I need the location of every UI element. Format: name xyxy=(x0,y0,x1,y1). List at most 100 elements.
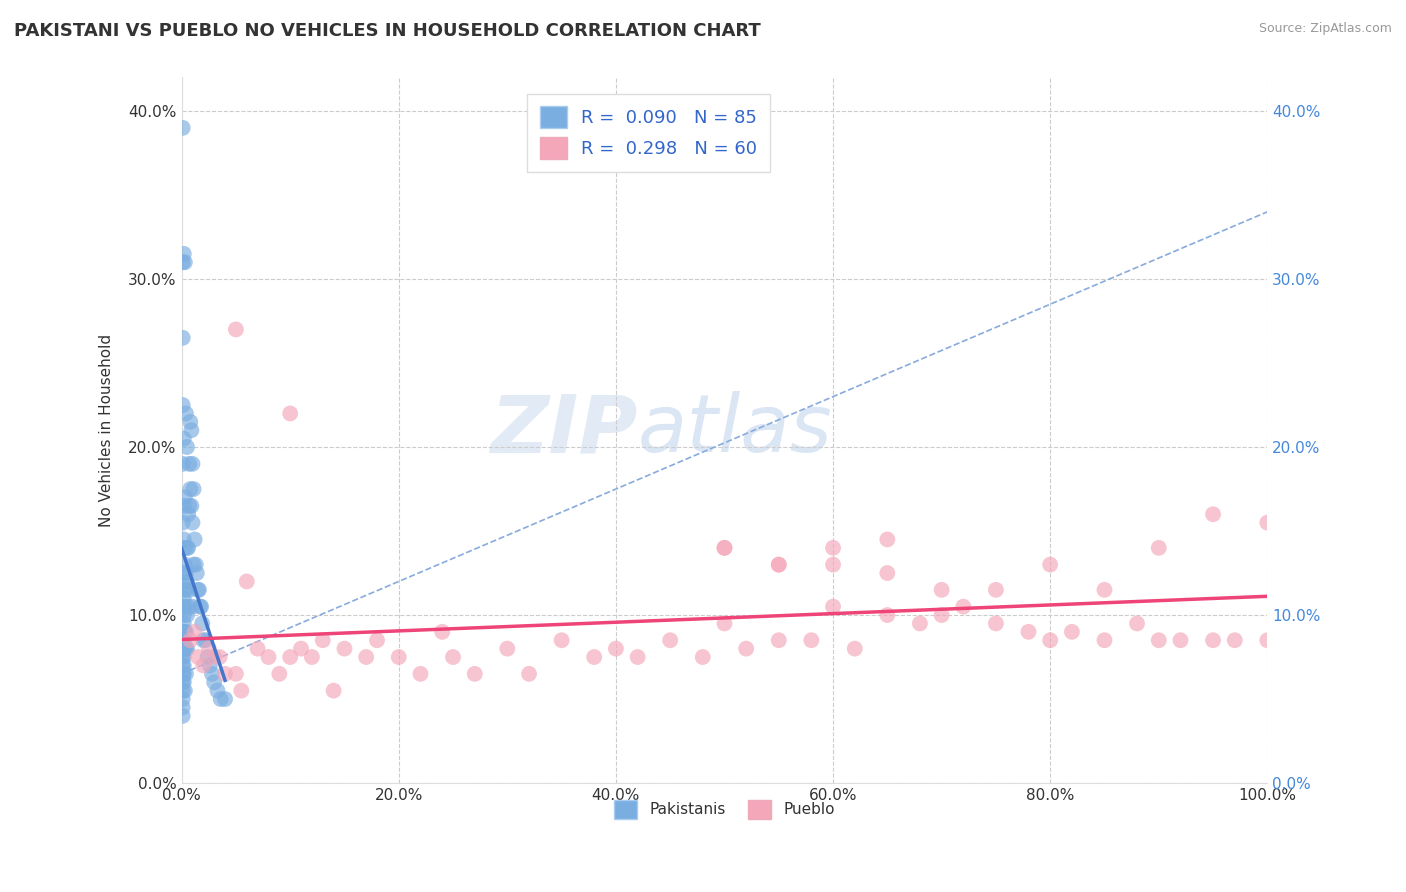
Point xyxy=(173,633,195,648)
Point xyxy=(876,566,898,580)
Point xyxy=(190,599,212,614)
Point xyxy=(713,541,735,555)
Text: ZIP: ZIP xyxy=(491,392,637,469)
Point xyxy=(197,641,219,656)
Point xyxy=(177,541,200,555)
Point xyxy=(626,650,648,665)
Point xyxy=(176,574,198,589)
Point xyxy=(173,255,195,269)
Point xyxy=(735,641,758,656)
Point xyxy=(172,255,194,269)
Point xyxy=(197,650,219,665)
Point xyxy=(173,533,195,547)
Point xyxy=(176,541,198,555)
Point xyxy=(278,650,301,665)
Point xyxy=(179,582,201,597)
Point xyxy=(322,683,344,698)
Point xyxy=(388,650,411,665)
Point xyxy=(173,591,195,606)
Point xyxy=(172,692,194,706)
Point xyxy=(173,641,195,656)
Y-axis label: No Vehicles in Household: No Vehicles in Household xyxy=(100,334,114,527)
Point xyxy=(173,432,195,446)
Point xyxy=(198,658,221,673)
Point xyxy=(1060,624,1083,639)
Point xyxy=(179,499,201,513)
Point xyxy=(176,608,198,623)
Point xyxy=(464,666,486,681)
Point xyxy=(236,574,259,589)
Point xyxy=(1094,633,1116,648)
Point xyxy=(173,582,195,597)
Point xyxy=(193,633,215,648)
Point xyxy=(821,599,844,614)
Point xyxy=(1256,633,1278,648)
Point xyxy=(174,406,197,420)
Point xyxy=(179,482,201,496)
Point xyxy=(186,566,208,580)
Point xyxy=(193,658,215,673)
Point xyxy=(202,675,225,690)
Point xyxy=(208,650,231,665)
Point xyxy=(173,624,195,639)
Point xyxy=(496,641,519,656)
Point xyxy=(246,641,269,656)
Point xyxy=(173,558,195,572)
Point xyxy=(931,608,953,623)
Point xyxy=(821,558,844,572)
Point xyxy=(257,650,280,665)
Text: Source: ZipAtlas.com: Source: ZipAtlas.com xyxy=(1258,22,1392,36)
Point xyxy=(174,566,197,580)
Point xyxy=(173,624,195,639)
Point xyxy=(177,599,200,614)
Point xyxy=(173,541,195,555)
Point xyxy=(441,650,464,665)
Point xyxy=(183,482,205,496)
Point xyxy=(174,624,197,639)
Point xyxy=(172,658,194,673)
Point xyxy=(1039,558,1062,572)
Point xyxy=(174,582,197,597)
Point xyxy=(1170,633,1192,648)
Point xyxy=(290,641,312,656)
Point xyxy=(173,650,195,665)
Point xyxy=(207,683,229,698)
Point xyxy=(713,616,735,631)
Point xyxy=(517,666,540,681)
Point xyxy=(173,499,195,513)
Point xyxy=(301,650,323,665)
Point xyxy=(181,516,204,530)
Point xyxy=(1094,582,1116,597)
Point xyxy=(659,633,682,648)
Point xyxy=(231,683,253,698)
Point xyxy=(172,700,194,714)
Point xyxy=(409,666,432,681)
Text: PAKISTANI VS PUEBLO NO VEHICLES IN HOUSEHOLD CORRELATION CHART: PAKISTANI VS PUEBLO NO VEHICLES IN HOUSE… xyxy=(14,22,761,40)
Point xyxy=(172,650,194,665)
Point xyxy=(174,641,197,656)
Point xyxy=(172,683,194,698)
Point xyxy=(172,516,194,530)
Point xyxy=(187,650,209,665)
Point xyxy=(174,666,197,681)
Point xyxy=(908,616,931,631)
Point xyxy=(172,331,194,345)
Point xyxy=(768,633,790,648)
Point xyxy=(194,633,217,648)
Point xyxy=(191,616,214,631)
Point xyxy=(173,608,195,623)
Point xyxy=(605,641,627,656)
Point xyxy=(183,624,205,639)
Point xyxy=(214,666,236,681)
Point xyxy=(984,616,1007,631)
Point xyxy=(800,633,823,648)
Point xyxy=(1202,633,1225,648)
Point xyxy=(181,457,204,471)
Point xyxy=(713,541,735,555)
Point xyxy=(183,533,205,547)
Point xyxy=(180,423,202,437)
Point xyxy=(1147,633,1170,648)
Point xyxy=(173,658,195,673)
Point xyxy=(173,566,195,580)
Point xyxy=(172,641,194,656)
